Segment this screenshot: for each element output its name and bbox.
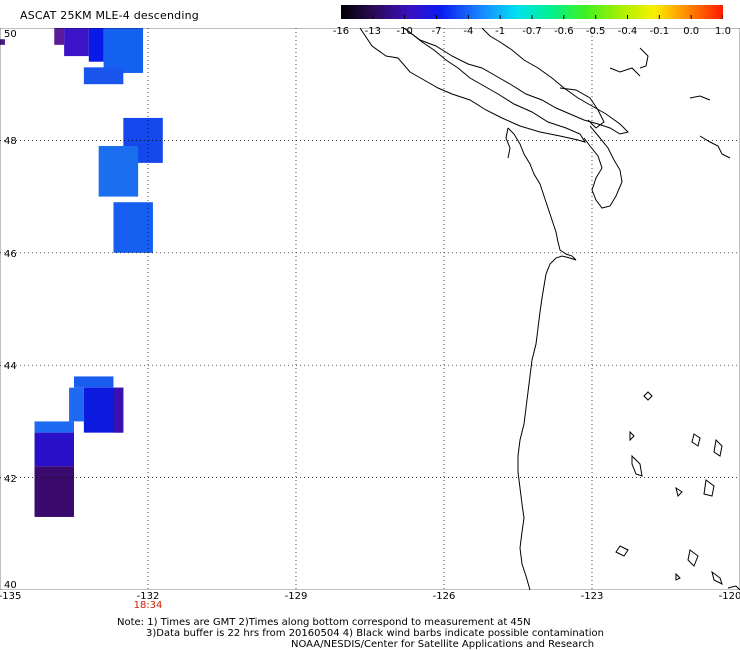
data-cells: [0, 28, 163, 517]
puget-sound: [583, 125, 623, 209]
longitude-label: -123: [580, 591, 604, 602]
bc-inlet-4: [699, 135, 731, 159]
note-line-2: 3)Data buffer is 22 hrs from 20160504 4)…: [146, 628, 604, 639]
strait-coast: [559, 87, 605, 129]
colorbar-label: -4: [463, 26, 474, 37]
latitude-label: 48: [4, 136, 17, 148]
bc-inlet-3: [689, 95, 711, 101]
bc-inlet: [609, 67, 641, 77]
product-title: ASCAT 25KM MLE-4 descending: [20, 9, 199, 22]
colorbar-label: -0.1: [649, 26, 670, 37]
bc-inlet-2: [639, 47, 649, 69]
bc-mainland-coast: [403, 28, 629, 135]
wind-cell: [34, 421, 74, 433]
wind-cell: [74, 376, 114, 388]
longitude-label: -126: [432, 591, 456, 602]
colorbar-label: -10: [396, 26, 413, 37]
colorbar: [341, 5, 723, 19]
wa-or-coast: [507, 127, 577, 590]
latitude-label: 44: [4, 361, 17, 373]
colorbar-label: -0.6: [554, 26, 574, 37]
wind-cell: [34, 466, 74, 517]
wind-cell: [98, 146, 139, 197]
olympic-coast: [505, 127, 511, 159]
wind-map: [0, 28, 740, 590]
longitude-label: -135: [0, 591, 22, 602]
graticule: [0, 28, 740, 590]
latitude-label: 46: [4, 248, 17, 260]
wind-cell: [64, 28, 89, 57]
colorbar-label: -16: [332, 26, 350, 37]
latitude-label: 42: [4, 473, 17, 485]
colorbar-label: -13: [364, 26, 381, 37]
map-frame: [0, 28, 740, 590]
longitude-label: -129: [284, 591, 308, 602]
latitude-label: 50: [4, 29, 17, 40]
latitude-label: 40: [4, 580, 17, 591]
longitude-label: -120: [718, 591, 740, 602]
wind-cell: [103, 28, 144, 73]
longitude-label: -132: [136, 591, 160, 602]
colorbar-label: -7: [431, 26, 442, 37]
wind-cell: [113, 387, 124, 433]
colorbar-label: -0.7: [522, 26, 542, 37]
note-line-3: NOAA/NESDIS/Center for Satellite Applica…: [291, 639, 595, 650]
coastline: [359, 28, 740, 590]
wind-cell: [54, 28, 65, 45]
colorbar-label: -1: [495, 26, 506, 37]
wind-cell: [0, 39, 5, 45]
wind-cell: [34, 432, 74, 467]
wind-cell: [83, 67, 124, 85]
colorbar-label: 0.0: [683, 26, 700, 37]
wind-cell: [88, 28, 104, 62]
pass-time-label: 18:34: [133, 600, 163, 611]
colorbar-label: -0.4: [617, 26, 638, 37]
note-line-1: Note: 1) Times are GMT 2)Times along bot…: [117, 617, 531, 628]
colorbar-label: 1.0: [715, 26, 731, 37]
wind-cell: [113, 202, 153, 253]
vancouver-island-coast: [359, 28, 587, 143]
colorbar-label: -0.5: [585, 26, 606, 37]
wind-cell: [69, 387, 84, 422]
